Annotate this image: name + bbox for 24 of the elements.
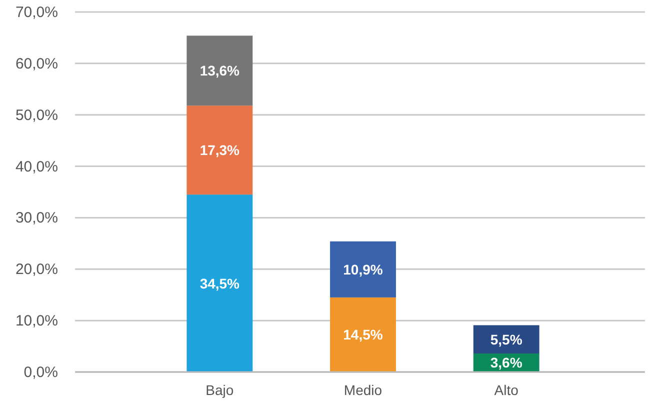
x-tick-label: Bajo xyxy=(206,382,234,398)
y-tick-label: 20,0% xyxy=(15,261,58,278)
data-label: 14,5% xyxy=(343,326,384,343)
data-label: 13,6% xyxy=(200,62,240,79)
bar xyxy=(330,297,396,372)
bar xyxy=(473,325,540,354)
data-label: 10,9% xyxy=(343,261,384,278)
data-label: 17,3% xyxy=(200,142,240,158)
data-label: 34,5% xyxy=(200,275,240,292)
bar xyxy=(330,241,396,298)
y-tick-label: 50,0% xyxy=(15,106,58,124)
x-tick-label: Alto xyxy=(494,382,519,398)
x-tick-label: Medio xyxy=(344,382,382,398)
y-tick-label: 0,0% xyxy=(24,364,58,381)
y-tick-label: 40,0% xyxy=(15,158,58,176)
bar xyxy=(186,194,253,372)
y-tick-label: 10,0% xyxy=(15,312,58,330)
bar xyxy=(186,106,253,195)
bar xyxy=(186,36,253,106)
data-label: 3,6% xyxy=(490,354,523,371)
y-tick-label: 60,0% xyxy=(15,55,58,72)
data-label: 5,5% xyxy=(490,331,523,348)
y-tick-label: 70,0% xyxy=(15,4,58,21)
y-tick-label: 30,0% xyxy=(15,210,58,227)
